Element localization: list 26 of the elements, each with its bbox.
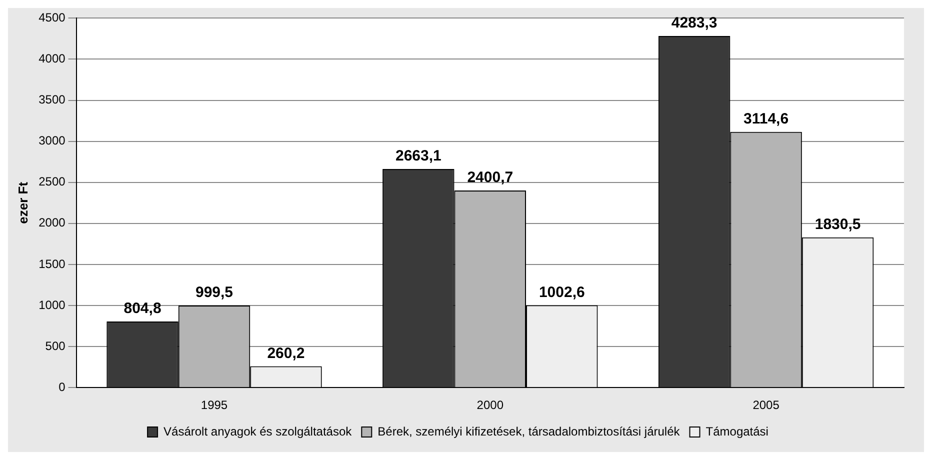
y-tick-label: 0 [58, 380, 66, 394]
data-label: 260,2 [267, 344, 305, 362]
legend-label: Bérek, személyi kifizetések, társadalombiztosítási járulék [378, 424, 681, 438]
y-tick-label: 500 [45, 338, 66, 353]
y-tick-label: 3000 [38, 134, 66, 148]
y-tick-label: 2000 [38, 216, 66, 230]
y-tick-label: 4500 [38, 10, 66, 25]
data-label: 999,5 [195, 284, 234, 302]
y-tick-label: 1500 [38, 256, 66, 271]
y-tick-label: 2500 [38, 174, 66, 189]
y-tick-label: 4000 [38, 52, 66, 66]
data-label: 2663,1 [395, 148, 442, 165]
data-label: 3114,6 [744, 110, 789, 128]
legend-label: Vásárolt anyagok és szolgáltatások [164, 424, 353, 438]
x-tick-label: 1995 [200, 398, 228, 412]
data-label: 1830,5 [814, 216, 861, 233]
x-tick-label: 2000 [476, 398, 504, 412]
data-label: 4283,3 [671, 14, 718, 32]
data-label: 1002,6 [538, 284, 585, 301]
y-tick-label: 1000 [38, 298, 66, 312]
x-tick-label: 2005 [752, 398, 780, 412]
legend-label: Támogatási [706, 424, 768, 438]
data-label: 2400,7 [467, 169, 514, 186]
data-label: 804,8 [124, 300, 162, 318]
y-tick-label: 3500 [38, 92, 66, 107]
y-axis-title: ezer Ft [15, 181, 30, 224]
